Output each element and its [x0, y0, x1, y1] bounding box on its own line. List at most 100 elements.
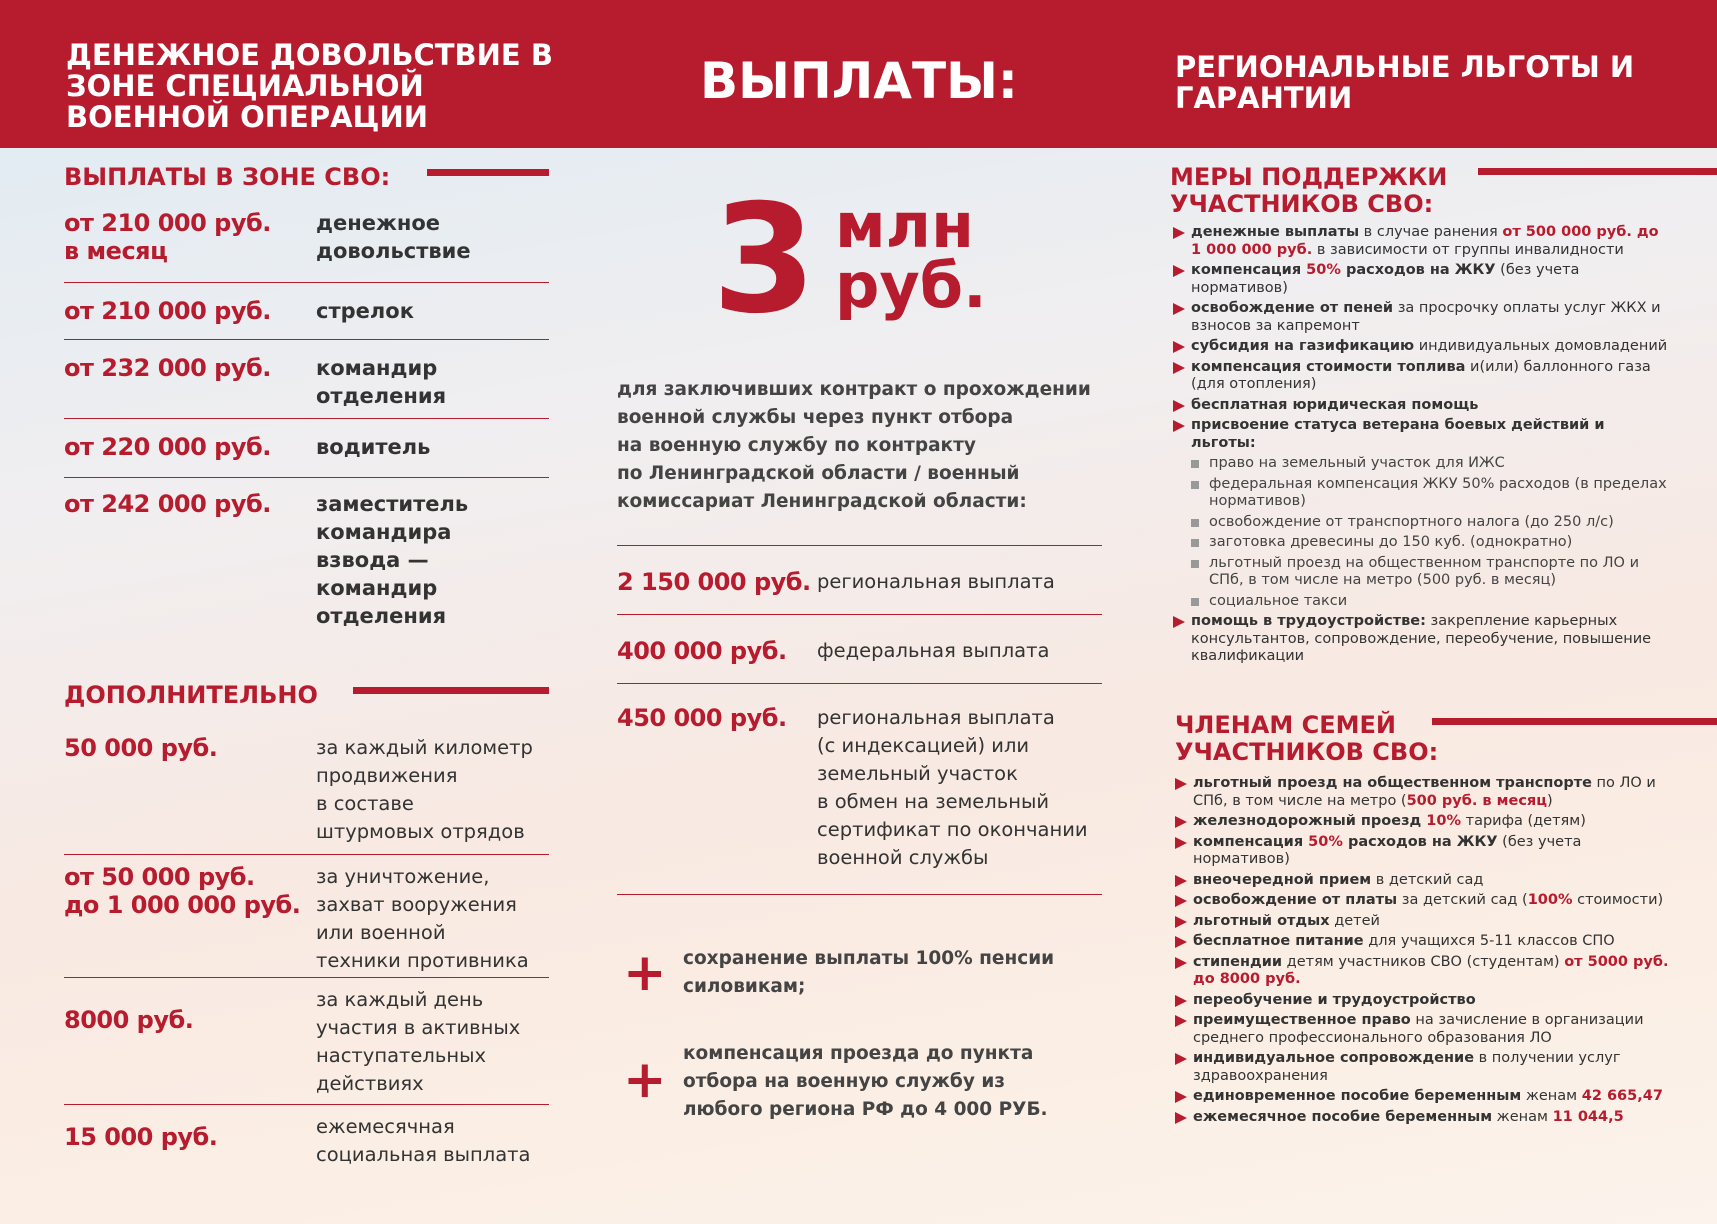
table-row: 50 000 руб. за каждый километр продвижени…: [64, 722, 549, 855]
title-bar: [427, 169, 549, 176]
text: по ЛО и СПб, в том числе на метро (: [1193, 775, 1656, 809]
description: региональная выплата (с индексацией) или…: [817, 706, 1088, 869]
list-item: индивидуальное сопровождение в получении…: [1175, 1050, 1675, 1085]
amount: от 232 000 руб.: [64, 354, 271, 382]
description: водитель: [316, 435, 431, 459]
amount: 2 150 000 руб.: [617, 568, 811, 596]
text: для учащихся 5-11 классов СПО: [1363, 933, 1615, 949]
bold-text: ежемесячное пособие беременным: [1193, 1108, 1493, 1125]
text: за просрочку оплаты услуг ЖКХ и взносов …: [1191, 300, 1661, 334]
highlight-text: 50%: [1308, 833, 1343, 850]
text: социальное такси: [1209, 592, 1348, 609]
family-members-title: ЧЛЕНАМ СЕМЕЙ УЧАСТНИКОВ СВО:: [1175, 711, 1439, 766]
bold-text: расходов на ЖКУ: [1342, 833, 1498, 850]
description: командир отделения: [316, 356, 447, 408]
text: в случае ранения: [1359, 224, 1503, 240]
bold-text: льготный отдых: [1193, 912, 1330, 929]
table-row: 2 150 000 руб. региональная выплата: [617, 546, 1102, 615]
table-row: 400 000 руб. федеральная выплата: [617, 615, 1102, 684]
header-center-title: ВЫПЛАТЫ:: [700, 52, 1018, 110]
amount: 50 000 руб.: [64, 734, 218, 762]
bold-text: стипендии: [1193, 953, 1283, 970]
description: за каждый день участия в активных наступ…: [316, 988, 521, 1095]
table-row: от 210 000 руб. стрелок: [64, 283, 549, 340]
list-item: компенсация 50% расходов на ЖКУ (без уче…: [1175, 834, 1675, 869]
plus-icon: +: [623, 1050, 667, 1110]
highlight-text: 42 665,47: [1581, 1088, 1663, 1104]
text: заготовка древесины до 150 куб. (однокра…: [1209, 534, 1573, 550]
list-item: денежные выплаты в случае ранения от 500…: [1173, 224, 1673, 259]
list-item: ежемесячное пособие беременным женам 11 …: [1175, 1109, 1675, 1127]
table-row: 15 000 руб. ежемесячная социальная выплат…: [64, 1105, 549, 1171]
support-measures-title: МЕРЫ ПОДДЕРЖКИ УЧАСТНИКОВ СВО:: [1170, 163, 1448, 218]
text: за детский сад (: [1397, 892, 1528, 908]
highlight-text: от 5000 руб. до 8000 руб.: [1193, 953, 1669, 988]
bold-text: бесплатное питание: [1193, 933, 1364, 949]
header-left-title: ДЕНЕЖНОЕ ДОВОЛЬСТВИЕ В ЗОНЕ СПЕЦИАЛЬНОЙ …: [66, 38, 553, 134]
header-banner: ДЕНЕЖНОЕ ДОВОЛЬСТВИЕ В ЗОНЕ СПЕЦИАЛЬНОЙ …: [0, 0, 1717, 148]
text: в получении услуг здравоохранения: [1193, 1050, 1621, 1084]
title-bar: [1478, 168, 1717, 175]
support-measures-list: денежные выплаты в случае ранения от 500…: [1173, 224, 1673, 669]
amount: 8000 руб.: [64, 1006, 194, 1034]
bold-text: внеочередной прием: [1193, 871, 1372, 888]
text: в зависимости от группы инвалидности: [1312, 241, 1624, 258]
list-item: субсидия на газификацию индивидуальных д…: [1173, 338, 1673, 356]
list-item: компенсация 50% расходов на ЖКУ (без уче…: [1173, 262, 1673, 297]
description: за уничтожение, захват вооружения или во…: [316, 865, 529, 972]
text: и(или) баллонного газа (для отопления): [1191, 358, 1651, 393]
highlight-text: 11 044,5: [1552, 1108, 1624, 1125]
text: (без учета нормативов): [1191, 262, 1580, 296]
amount: 400 000 руб.: [617, 637, 787, 665]
description: региональная выплата: [817, 570, 1055, 593]
header-right-title: РЕГИОНАЛЬНЫЕ ЛЬГОТЫ И ГАРАНТИИ: [1175, 50, 1635, 115]
text: детей: [1329, 912, 1380, 929]
svo-payments-title: ВЫПЛАТЫ В ЗОНЕ СВО:: [64, 163, 391, 191]
bold-text: переобучение и трудоустройство: [1193, 991, 1476, 1008]
list-item: железнодорожный проезд 10% тарифа (детям…: [1175, 813, 1675, 831]
svo-payments-table: от 210 000 руб. в месяц денежное довольст…: [64, 195, 549, 638]
table-row: от 50 000 руб. до 1 000 000 руб. за уничт…: [64, 855, 549, 978]
highlight-text: 50%: [1306, 262, 1341, 278]
description: ежемесячная социальная выплата: [316, 1115, 531, 1166]
description: денежное довольствие: [316, 211, 471, 263]
description: стрелок: [316, 299, 414, 323]
list-item: освобождение от платы за детский сад (10…: [1175, 892, 1675, 910]
list-item: преимущественное право на зачисление в о…: [1175, 1012, 1675, 1047]
table-row: от 232 000 руб. командир отделения: [64, 340, 549, 419]
description: за каждый километр продвижения в составе…: [316, 736, 533, 843]
description: заместитель командира взвода — командир …: [316, 492, 469, 628]
description: федеральная выплата: [817, 639, 1050, 662]
bold-text: помощь в трудоустройстве:: [1191, 613, 1426, 629]
list-item: помощь в трудоустройстве: закрепление ка…: [1173, 613, 1673, 666]
bold-text: единовременное пособие беременным: [1193, 1088, 1522, 1104]
table-row: от 220 000 руб. водитель: [64, 419, 549, 478]
title-bar: [1432, 718, 1717, 725]
amount: от 50 000 руб. до 1 000 000 руб.: [64, 863, 301, 919]
text: льготный проезд на общественном транспор…: [1209, 554, 1639, 589]
highlight-text: 100%: [1527, 892, 1573, 908]
bold-text: индивидуальное сопровождение: [1193, 1050, 1475, 1066]
highlight-text: от 500 000 руб. до 1 000 000 руб.: [1191, 224, 1659, 258]
unit-mln: млн: [835, 189, 974, 262]
bold-text: освобождение от платы: [1193, 892, 1398, 908]
family-measures-list: льготный проезд на общественном транспор…: [1175, 775, 1675, 1129]
table-row: 8000 руб. за каждый день участия в активн…: [64, 978, 549, 1105]
list-item: стипендии детям участников СВО (студента…: [1175, 954, 1675, 989]
text: право на земельный участок для ИЖС: [1209, 455, 1505, 471]
highlight-text: 500 руб. в месяц: [1406, 792, 1547, 809]
bold-text: субсидия на газификацию: [1191, 338, 1415, 354]
bold-text: железнодорожный проезд: [1193, 813, 1427, 829]
text: индивидуальных домовладений: [1414, 338, 1668, 354]
text: тарифа (детям): [1461, 813, 1586, 829]
text: женам: [1492, 1108, 1553, 1125]
list-item: внеочередной прием в детский сад: [1175, 872, 1675, 890]
big-number: 3: [712, 173, 817, 347]
list-item: федеральная компенсация ЖКУ 50% расходов…: [1173, 476, 1673, 511]
big-unit: млн руб.: [835, 189, 987, 317]
list-item: компенсация стоимости топлива и(или) бал…: [1173, 359, 1673, 394]
list-item: льготный отдых детей: [1175, 913, 1675, 931]
bold-text: расходов на ЖКУ: [1340, 262, 1496, 278]
table-row: от 242 000 руб. заместитель командира взв…: [64, 478, 549, 638]
text: детям участников СВО (студентам): [1282, 953, 1565, 970]
